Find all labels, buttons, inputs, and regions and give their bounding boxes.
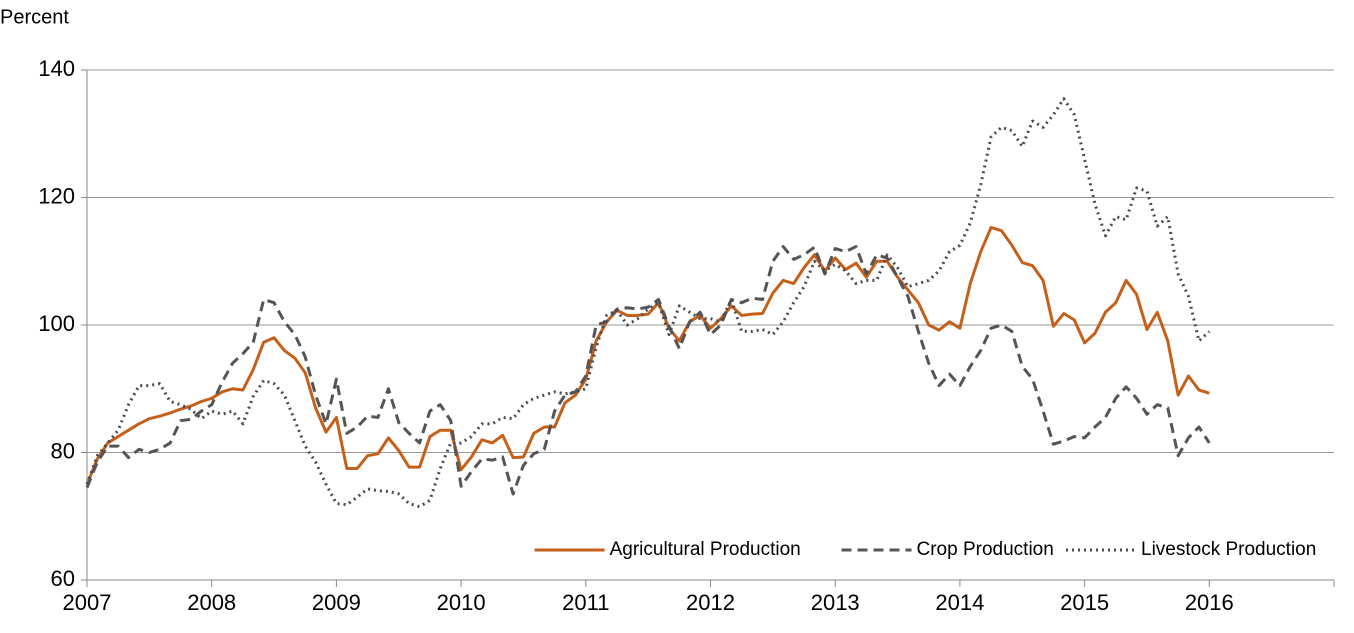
x-tick-label: 2010 bbox=[437, 590, 486, 615]
line-series bbox=[85, 245, 1211, 496]
y-tick-label: 60 bbox=[51, 566, 75, 591]
y-tick-label: 120 bbox=[38, 183, 75, 208]
x-tick-label: 2007 bbox=[63, 590, 112, 615]
legend-label: Livestock Production bbox=[1141, 539, 1316, 560]
x-tick-label: 2008 bbox=[187, 590, 236, 615]
legend-label: Crop Production bbox=[917, 539, 1054, 560]
x-tick-label: 2014 bbox=[935, 590, 984, 615]
line-series bbox=[85, 97, 1211, 509]
y-tick-label: 80 bbox=[51, 438, 75, 463]
x-tick-label: 2016 bbox=[1185, 590, 1234, 615]
line-series bbox=[85, 225, 1210, 485]
x-tick-label: 2013 bbox=[811, 590, 860, 615]
x-tick-label: 2009 bbox=[312, 590, 361, 615]
y-tick-label: 100 bbox=[38, 311, 75, 336]
x-tick-label: 2015 bbox=[1060, 590, 1109, 615]
y-axis-label: Percent bbox=[0, 6, 69, 28]
x-tick-label: 2011 bbox=[562, 590, 609, 615]
x-tick-label: 2012 bbox=[686, 590, 735, 615]
y-tick-label: 140 bbox=[38, 56, 75, 81]
legend-label: Agricultural Production bbox=[610, 539, 801, 560]
